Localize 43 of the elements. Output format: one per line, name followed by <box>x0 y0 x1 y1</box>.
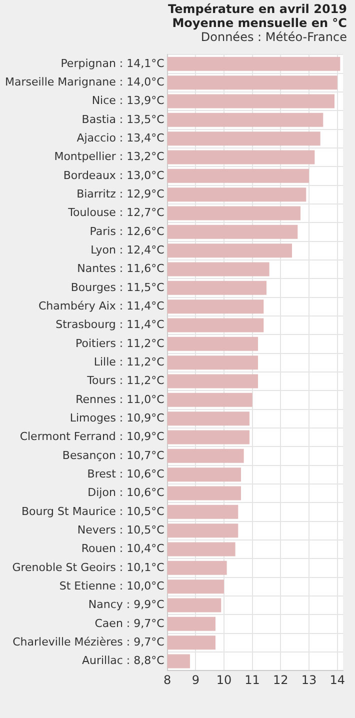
y-tick-label: Bourg St Maurice : 10,5°C <box>21 504 165 518</box>
y-tick-label: Nancy : 9,9°C <box>88 598 165 612</box>
y-tick-label: Dijon : 10,6°C <box>88 486 165 500</box>
y-tick-label: Charleville Mézières : 9,7°C <box>12 635 165 648</box>
x-tick-label: 12 <box>273 672 288 687</box>
y-tick-label: Montpellier : 13,2°C <box>54 150 165 164</box>
y-tick-label: Aurillac : 8,8°C <box>82 654 165 668</box>
x-tick-label: 14 <box>330 672 345 687</box>
y-tick-label: Biarritz : 12,9°C <box>76 187 165 200</box>
y-tick-label: Nantes : 11,6°C <box>77 262 165 276</box>
y-tick-label: St Etienne : 10,0°C <box>59 579 165 592</box>
y-tick-label: Lyon : 12,4°C <box>90 243 165 256</box>
y-tick-label: Besançon : 10,7°C <box>62 448 165 462</box>
x-tick-label: 9 <box>192 672 200 687</box>
x-tick-label: 8 <box>163 672 172 687</box>
x-tick-label: 11 <box>244 672 260 687</box>
y-tick-label: Bastia : 13,5°C <box>82 112 165 126</box>
y-tick-label: Bordeaux : 13,0°C <box>63 168 165 182</box>
y-tick-label: Ajaccio : 13,4°C <box>76 131 165 144</box>
y-tick-label: Marseille Marignane : 14,0°C <box>4 75 165 88</box>
y-tick-label: Lille : 11,2°C <box>94 355 165 368</box>
y-tick-label: Tours : 11,2°C <box>86 374 165 388</box>
y-tick-label: Limoges : 10,9°C <box>70 411 165 424</box>
y-tick-label: Toulouse : 12,7°C <box>67 206 165 220</box>
y-tick-label: Bourges : 11,5°C <box>70 280 165 294</box>
chart-subtitle: Moyenne mensuelle en °C <box>171 16 347 30</box>
y-tick-label: Nice : 13,9°C <box>92 94 165 108</box>
y-tick-label: Perpignan : 14,1°C <box>60 56 165 70</box>
y-tick-label: Rennes : 11,0°C <box>76 392 165 406</box>
y-tick-label: Caen : 9,7°C <box>94 616 165 630</box>
chart-title: Température en avril 2019 <box>167 2 347 16</box>
y-tick-label: Nevers : 10,5°C <box>77 523 165 536</box>
text: Données : Météo-France <box>200 30 347 45</box>
y-tick-label: Rouen : 10,4°C <box>81 542 165 556</box>
y-tick-label: Clermont Ferrand : 10,9°C <box>20 430 165 444</box>
y-tick-label: Brest : 10,6°C <box>87 467 165 480</box>
y-tick-label: Chambéry Aix : 11,4°C <box>38 299 165 312</box>
x-tick-label: 10 <box>216 672 232 687</box>
y-tick-label: Poitiers : 11,2°C <box>76 336 165 350</box>
x-tick-label: 13 <box>301 672 317 687</box>
y-tick-label: Strasbourg : 11,4°C <box>56 318 165 332</box>
y-tick-label: Grenoble St Geoirs : 10,1°C <box>12 560 165 574</box>
y-tick-label: Paris : 12,6°C <box>90 224 165 238</box>
